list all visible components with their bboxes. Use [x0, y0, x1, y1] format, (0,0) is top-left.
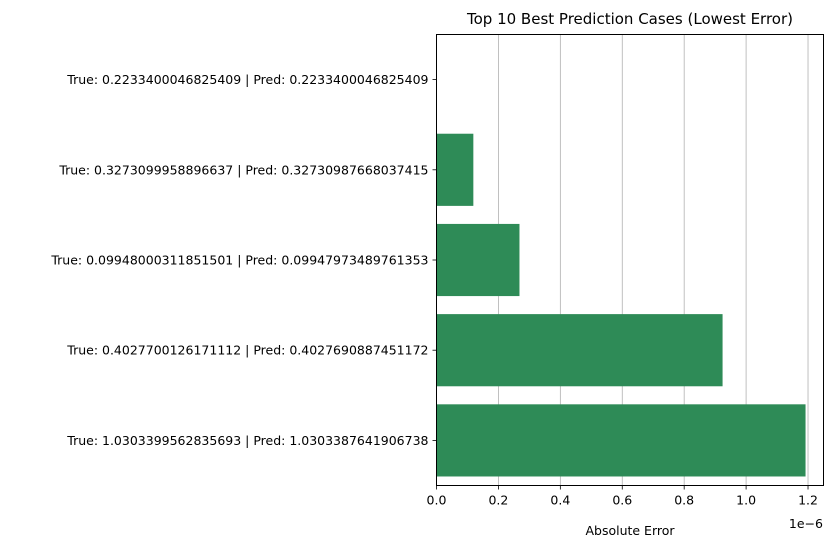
x-tick-label: 1.0 [736, 493, 756, 508]
plot-frame [436, 34, 824, 486]
y-tick-label: True: 0.09948000311851501 | Pred: 0.0994… [50, 253, 428, 268]
bars [436, 133, 806, 477]
x-tick-labels: 0.0 0.2 0.4 0.6 0.8 1.0 1.2 [427, 485, 818, 508]
x-tick-label: 0.0 [427, 493, 447, 508]
bar [436, 314, 723, 387]
x-tick-label: 1.2 [798, 493, 818, 508]
bar [436, 223, 520, 297]
y-tick-label: True: 0.4027700126171112 | Pred: 0.40276… [66, 343, 428, 358]
y-tick-label: True: 0.3273099958896637 | Pred: 0.32730… [58, 162, 428, 177]
chart-title: Top 10 Best Prediction Cases (Lowest Err… [466, 10, 793, 28]
bar [436, 404, 806, 477]
x-tick-label: 0.4 [550, 493, 570, 508]
y-tick-label: True: 0.2233400046825409 | Pred: 0.22334… [66, 72, 428, 87]
x-tick-label: 0.2 [488, 493, 508, 508]
x-tick-label: 0.8 [674, 493, 694, 508]
x-axis-label: Absolute Error [585, 523, 675, 538]
y-tick-label: True: 1.0303399562835693 | Pred: 1.03033… [66, 433, 428, 448]
bar [436, 133, 474, 206]
x-axis-scale-label: 1e−6 [789, 516, 823, 531]
y-tick-labels: True: 0.2233400046825409 | Pred: 0.22334… [50, 72, 437, 448]
x-tick-label: 0.6 [612, 493, 632, 508]
